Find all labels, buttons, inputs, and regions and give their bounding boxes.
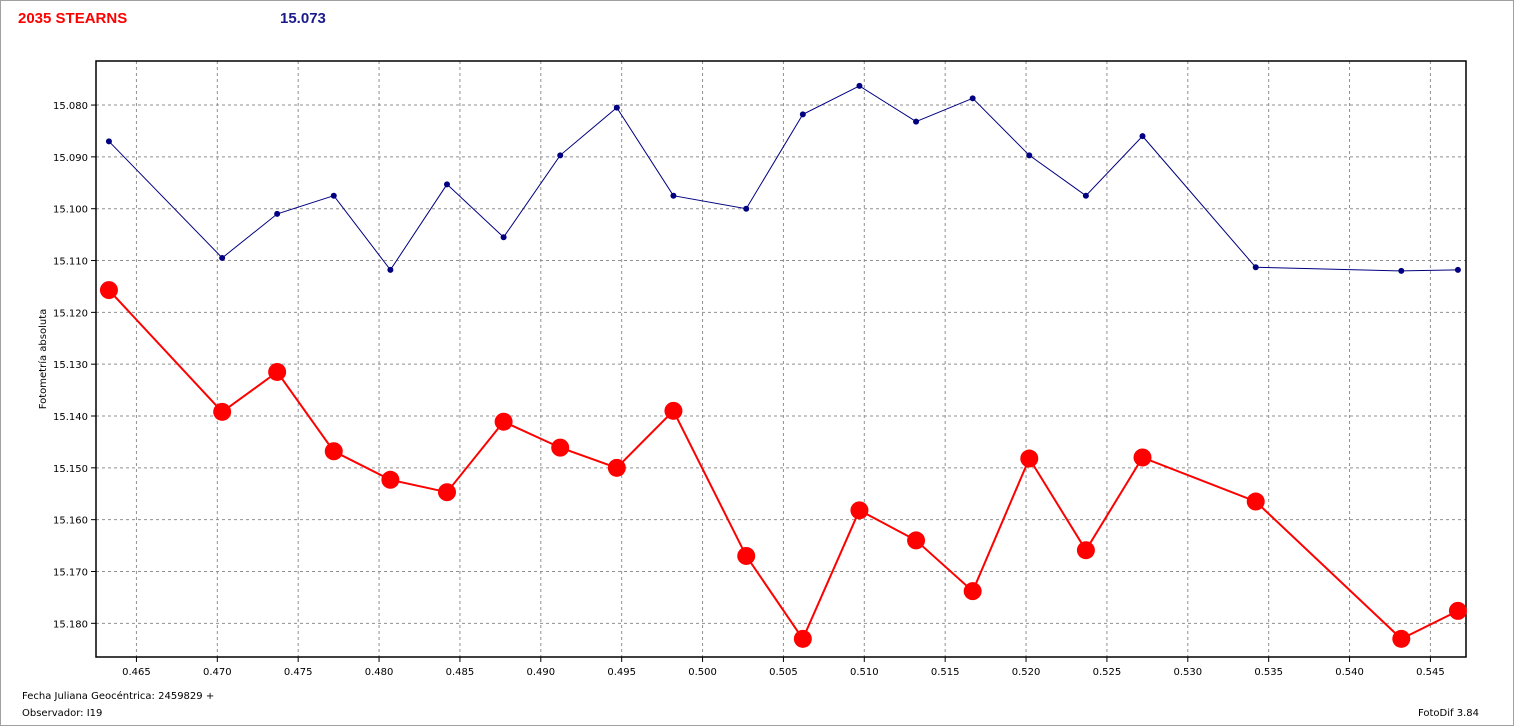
y-tick-label: 15.180 <box>53 619 88 630</box>
series-1-point <box>1392 629 1411 648</box>
x-tick-label: 0.480 <box>365 667 394 678</box>
series-1-point <box>551 438 570 457</box>
x-tick-label: 0.525 <box>1093 667 1122 678</box>
x-tick-label: 0.515 <box>931 667 960 678</box>
series-1-point <box>1133 448 1152 467</box>
series-0-point <box>743 205 750 212</box>
series-0-point <box>1139 133 1146 140</box>
series-0-point <box>856 82 863 89</box>
x-tick-label: 0.475 <box>284 667 313 678</box>
series-1-point <box>494 412 513 431</box>
series-1-point <box>607 458 626 477</box>
series-1-point <box>793 629 812 648</box>
series-1-point <box>268 362 287 381</box>
x-tick-label: 0.510 <box>850 667 879 678</box>
y-tick-label: 15.120 <box>53 308 88 319</box>
series-1-point <box>737 546 756 565</box>
x-tick-label: 0.485 <box>446 667 475 678</box>
series-0-point <box>1252 264 1259 271</box>
series-1-point <box>324 442 343 461</box>
series-1-point <box>963 582 982 601</box>
series-0-point <box>557 152 564 159</box>
data-series <box>99 82 1467 648</box>
series-1-point <box>99 281 118 300</box>
series-0-point <box>330 192 337 199</box>
series-0-point <box>1082 192 1089 199</box>
x-tick-label: 0.465 <box>122 667 151 678</box>
series-0-point <box>1398 267 1405 274</box>
y-tick-label: 15.080 <box>53 101 88 112</box>
y-tick-label: 15.170 <box>53 567 88 578</box>
series-1-point <box>1448 601 1467 620</box>
series-0-point <box>1026 152 1033 159</box>
series-0-point <box>274 210 281 217</box>
series-0-point <box>613 104 620 111</box>
series-1-point <box>664 401 683 420</box>
series-1-point <box>437 483 456 502</box>
software-version: FotoDif 3.84 <box>1418 708 1479 719</box>
series-0-point <box>387 266 394 273</box>
series-1-point <box>1076 541 1095 560</box>
x-tick-label: 0.535 <box>1254 667 1283 678</box>
series-1-point <box>1020 449 1039 468</box>
y-tick-label: 15.150 <box>53 464 88 475</box>
series-0-point <box>913 118 920 125</box>
x-tick-label: 0.545 <box>1416 667 1445 678</box>
series-0-point <box>799 111 806 118</box>
x-tick-label: 0.490 <box>526 667 555 678</box>
x-tick-label: 0.530 <box>1173 667 1202 678</box>
series-0-point <box>1454 266 1461 273</box>
julian-date-label: Fecha Juliana Geocéntrica: 2459829 + <box>22 691 215 702</box>
grid-lines <box>96 61 1466 657</box>
series-1-point <box>381 470 400 489</box>
series-1-point <box>907 531 926 550</box>
series-0-point <box>500 234 507 241</box>
x-tick-label: 0.495 <box>607 667 636 678</box>
series-0-point <box>219 254 226 261</box>
series-0-point <box>969 95 976 102</box>
x-tick-label: 0.520 <box>1012 667 1041 678</box>
series-1-point <box>850 501 869 520</box>
series-1-point <box>1246 492 1265 511</box>
series-0-point <box>443 181 450 188</box>
y-axis-label: Fotometría absoluta <box>37 309 49 410</box>
x-tick-label: 0.470 <box>203 667 232 678</box>
object-name: 2035 STEARNS <box>18 10 128 27</box>
y-axis-ticks: 15.080 15.090 15.100 15.110 15.120 15.130 15.1… <box>53 101 96 630</box>
series-0-point <box>105 138 112 145</box>
series-0-point <box>670 192 677 199</box>
y-tick-label: 15.100 <box>53 205 88 216</box>
x-tick-label: 0.540 <box>1335 667 1364 678</box>
reference-magnitude: 15.073 <box>280 10 326 27</box>
y-tick-label: 15.140 <box>53 412 88 423</box>
x-tick-label: 0.500 <box>688 667 717 678</box>
y-tick-label: 15.160 <box>53 516 88 527</box>
series-1-point <box>213 402 232 421</box>
y-tick-label: 15.130 <box>53 360 88 371</box>
x-tick-label: 0.505 <box>769 667 798 678</box>
x-axis-ticks: 0.465 0.470 0.475 0.480 0.485 0.490 0.495 0.500… <box>122 657 1445 678</box>
plot-area <box>95 60 1467 658</box>
observer-label: Observador: I19 <box>22 708 103 719</box>
y-tick-label: 15.110 <box>53 257 88 268</box>
y-tick-label: 15.090 <box>53 153 88 164</box>
